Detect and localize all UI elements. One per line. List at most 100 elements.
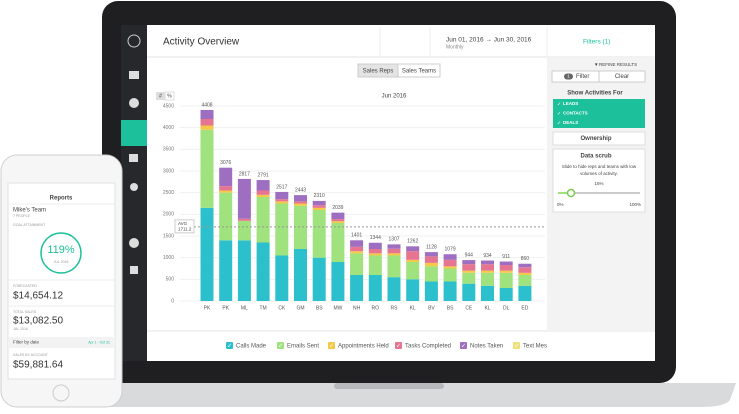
y-tick-label: 2500 [163,190,174,196]
option-label: DEALS [563,120,578,125]
show-for[interactable]: Show Activities For [567,91,623,97]
page-title: Activity Overview [163,37,240,48]
total-label: 4408 [201,102,212,108]
bar-segment [331,212,345,220]
bar-segment [368,249,382,254]
bar-segment [312,200,326,206]
y-tick-label: 4500 [163,103,174,109]
phone-filter: Filter by date [13,340,40,345]
bar-segment [499,265,513,271]
bar-segment [237,240,251,301]
ownership-box[interactable] [552,131,646,146]
legend-swatch [277,342,284,349]
total-label: 2039 [332,205,343,211]
total-label: 860 [521,256,530,262]
bar-segment [237,178,251,219]
bar-segment [219,192,233,241]
bar-segment [387,277,401,301]
x-tick-label: RS [391,305,399,311]
bar-segment [256,242,270,301]
bar-segment [499,261,513,266]
bar-segment [294,205,307,249]
bar-segment [481,272,494,286]
goal-value: 119% [47,244,75,256]
bar-segment [350,240,364,247]
options-box [553,99,645,128]
total-label: 1079 [445,247,456,253]
x-tick-label: GM [296,305,304,311]
bar-segment [387,255,401,278]
y-tick-label: 2000 [163,212,174,218]
clear-button[interactable] [598,70,646,83]
bar-segment [443,281,457,301]
bar-segment [462,270,476,273]
bar-segment [518,285,532,301]
bar-segment [312,205,326,208]
scrub-title: Data scrub [580,154,611,160]
ownership: Ownership [580,136,611,142]
legend-swatch [226,342,233,349]
bar-segment [424,281,438,301]
bar-segment [256,197,270,243]
chart-title: Jun 2016 [382,94,407,100]
date-range[interactable]: Jun 01, 2016 → Jun 30, 2016 [446,37,532,44]
refine-heading: REFINE RESULTS [599,62,637,67]
tab[interactable] [397,63,441,78]
people: 7 PEOPLE [13,214,31,218]
bar-segment [518,263,532,268]
bar-segment [462,264,476,271]
total-label: 1344 [370,235,381,241]
account-label: SALES BY ACCOUNT [13,353,49,357]
legend-label: Tasks Completed [405,344,451,350]
unit-toggle[interactable] [156,92,165,100]
x-tick-label: CE [465,305,473,311]
bar-segment [294,249,307,301]
y-tick-label: 1500 [163,233,174,239]
bar-segment [237,220,251,241]
bar-segment [481,285,494,301]
scrub-box [552,148,646,213]
bar-segment [368,255,382,275]
bar-segment [406,262,420,280]
total-label: 2517 [276,184,287,190]
legend-label: Emails Sent [287,344,319,350]
sidebar-icons [129,71,139,274]
refine-icon: ▼ [594,62,598,67]
sales: $13,082.50 [13,316,63,327]
clear-label: Clear [615,74,629,80]
total-label: 1401 [351,233,362,239]
filters-button[interactable]: Filters (1) [583,39,610,46]
x-tick-label: BS [316,305,323,311]
bar-segment [256,180,270,191]
bar-segment [406,246,420,252]
option-check: ✓ [557,101,561,107]
bar-segment [200,109,214,119]
legend-check: ✓ [278,344,283,350]
legend-swatch [460,342,467,349]
legend-check: ✓ [396,344,401,350]
bar-segment [387,253,401,256]
y-tick-label: 0 [171,298,174,304]
x-tick-label: PK [204,305,211,311]
total-label: 2443 [295,187,306,193]
bar-segment [462,272,476,284]
total-label: 1262 [407,239,418,245]
goal-period: JUL 2016 [54,260,69,264]
bar-segment [275,201,289,204]
home-button[interactable] [52,384,70,402]
bar-segment [237,218,251,221]
bar-segment [331,219,345,222]
legend-swatch [513,342,520,349]
bar-segment [499,272,513,288]
filter-row[interactable] [8,337,115,348]
scrub-note: volumes of activity. [580,171,618,176]
bar-segment [219,186,233,191]
total-label: 2817 [239,171,250,177]
back-button[interactable] [127,34,141,48]
option-label: CONTACTS [563,111,588,116]
bar-segment [499,270,513,273]
unit-toggle[interactable] [164,91,175,101]
x-tick-label: RO [372,305,380,311]
bar-segment [350,251,364,254]
scrub-handle[interactable] [566,188,576,198]
